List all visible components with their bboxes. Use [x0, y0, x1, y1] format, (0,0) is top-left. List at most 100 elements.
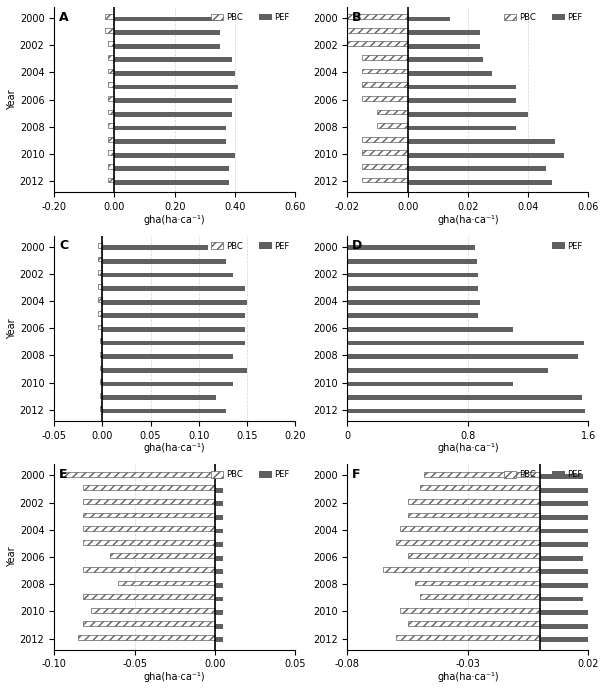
Bar — [98, 256, 102, 261]
Text: E: E — [59, 468, 67, 481]
Bar — [215, 502, 223, 506]
Bar — [108, 96, 115, 101]
Bar — [540, 488, 588, 493]
Bar — [347, 327, 513, 332]
Bar — [115, 44, 220, 49]
Bar — [115, 153, 235, 158]
Bar — [415, 581, 540, 586]
Legend: PBC, PEF: PBC, PEF — [209, 469, 291, 481]
Bar — [102, 273, 233, 278]
Bar — [215, 637, 223, 642]
X-axis label: gha(ha·ca⁻¹): gha(ha·ca⁻¹) — [437, 443, 499, 453]
Bar — [408, 99, 516, 103]
Bar — [401, 526, 540, 531]
Bar — [347, 354, 578, 359]
Bar — [347, 273, 478, 278]
Bar — [215, 583, 223, 588]
Bar — [115, 99, 232, 103]
Text: D: D — [352, 239, 362, 252]
Bar — [396, 635, 540, 640]
Bar — [108, 55, 115, 60]
Bar — [101, 352, 102, 357]
Bar — [347, 41, 408, 46]
X-axis label: gha(ha·ca⁻¹): gha(ha·ca⁻¹) — [437, 672, 499, 682]
Bar — [102, 368, 247, 373]
Text: C: C — [59, 239, 68, 252]
Bar — [408, 85, 516, 90]
Bar — [408, 166, 546, 171]
Bar — [362, 69, 408, 74]
Y-axis label: Year: Year — [7, 89, 17, 110]
Bar — [108, 123, 115, 128]
Bar — [115, 112, 232, 116]
X-axis label: gha(ha·ca⁻¹): gha(ha·ca⁻¹) — [144, 214, 205, 225]
Bar — [362, 150, 408, 155]
Bar — [102, 286, 245, 291]
Bar — [98, 325, 102, 329]
Bar — [98, 243, 102, 248]
Bar — [98, 284, 102, 289]
Bar — [83, 539, 215, 544]
Bar — [105, 14, 115, 19]
Legend: PBC, PEF: PBC, PEF — [209, 240, 291, 252]
Bar — [347, 313, 478, 318]
Y-axis label: Year: Year — [7, 318, 17, 338]
Bar — [83, 513, 215, 517]
Bar — [347, 245, 475, 250]
Bar — [408, 553, 540, 558]
Bar — [540, 502, 588, 506]
Bar — [408, 125, 516, 130]
Bar — [408, 17, 450, 21]
Bar — [102, 245, 208, 250]
Bar — [396, 539, 540, 544]
Bar — [108, 137, 115, 141]
Bar — [215, 569, 223, 574]
Bar — [102, 300, 247, 305]
Bar — [424, 472, 540, 477]
Bar — [347, 340, 584, 345]
Bar — [408, 71, 492, 76]
Bar — [540, 515, 588, 520]
Bar — [540, 569, 588, 574]
Bar — [115, 139, 226, 144]
Bar — [110, 553, 215, 558]
Bar — [101, 393, 102, 398]
Bar — [91, 608, 215, 613]
Bar — [108, 41, 115, 46]
Bar — [108, 150, 115, 155]
Bar — [102, 340, 245, 345]
Bar — [102, 354, 233, 359]
X-axis label: gha(ha·ca⁻¹): gha(ha·ca⁻¹) — [437, 214, 499, 225]
Bar — [215, 488, 223, 493]
Bar — [347, 368, 548, 373]
Bar — [347, 259, 477, 264]
Bar — [115, 180, 229, 185]
Bar — [540, 583, 588, 588]
Bar — [362, 82, 408, 87]
Bar — [362, 96, 408, 101]
Bar — [101, 379, 102, 384]
Legend: PEF: PEF — [551, 240, 584, 252]
Bar — [83, 594, 215, 599]
Bar — [115, 85, 238, 90]
Bar — [115, 125, 226, 130]
Bar — [215, 597, 223, 601]
X-axis label: gha(ha·ca⁻¹): gha(ha·ca⁻¹) — [144, 443, 205, 453]
Bar — [540, 556, 584, 561]
Bar — [540, 474, 584, 479]
Bar — [215, 610, 223, 615]
Bar — [408, 57, 483, 62]
Bar — [408, 153, 564, 158]
Bar — [408, 621, 540, 626]
Bar — [215, 624, 223, 628]
Bar — [408, 44, 480, 49]
Legend: PBC, PEF: PBC, PEF — [502, 11, 584, 23]
Legend: PBC, PEF: PBC, PEF — [502, 469, 584, 481]
Text: F: F — [352, 468, 361, 481]
Bar — [83, 621, 215, 626]
Bar — [98, 311, 102, 316]
Legend: PBC, PEF: PBC, PEF — [209, 11, 291, 23]
Bar — [101, 365, 102, 370]
Bar — [115, 17, 220, 21]
Bar — [362, 164, 408, 169]
